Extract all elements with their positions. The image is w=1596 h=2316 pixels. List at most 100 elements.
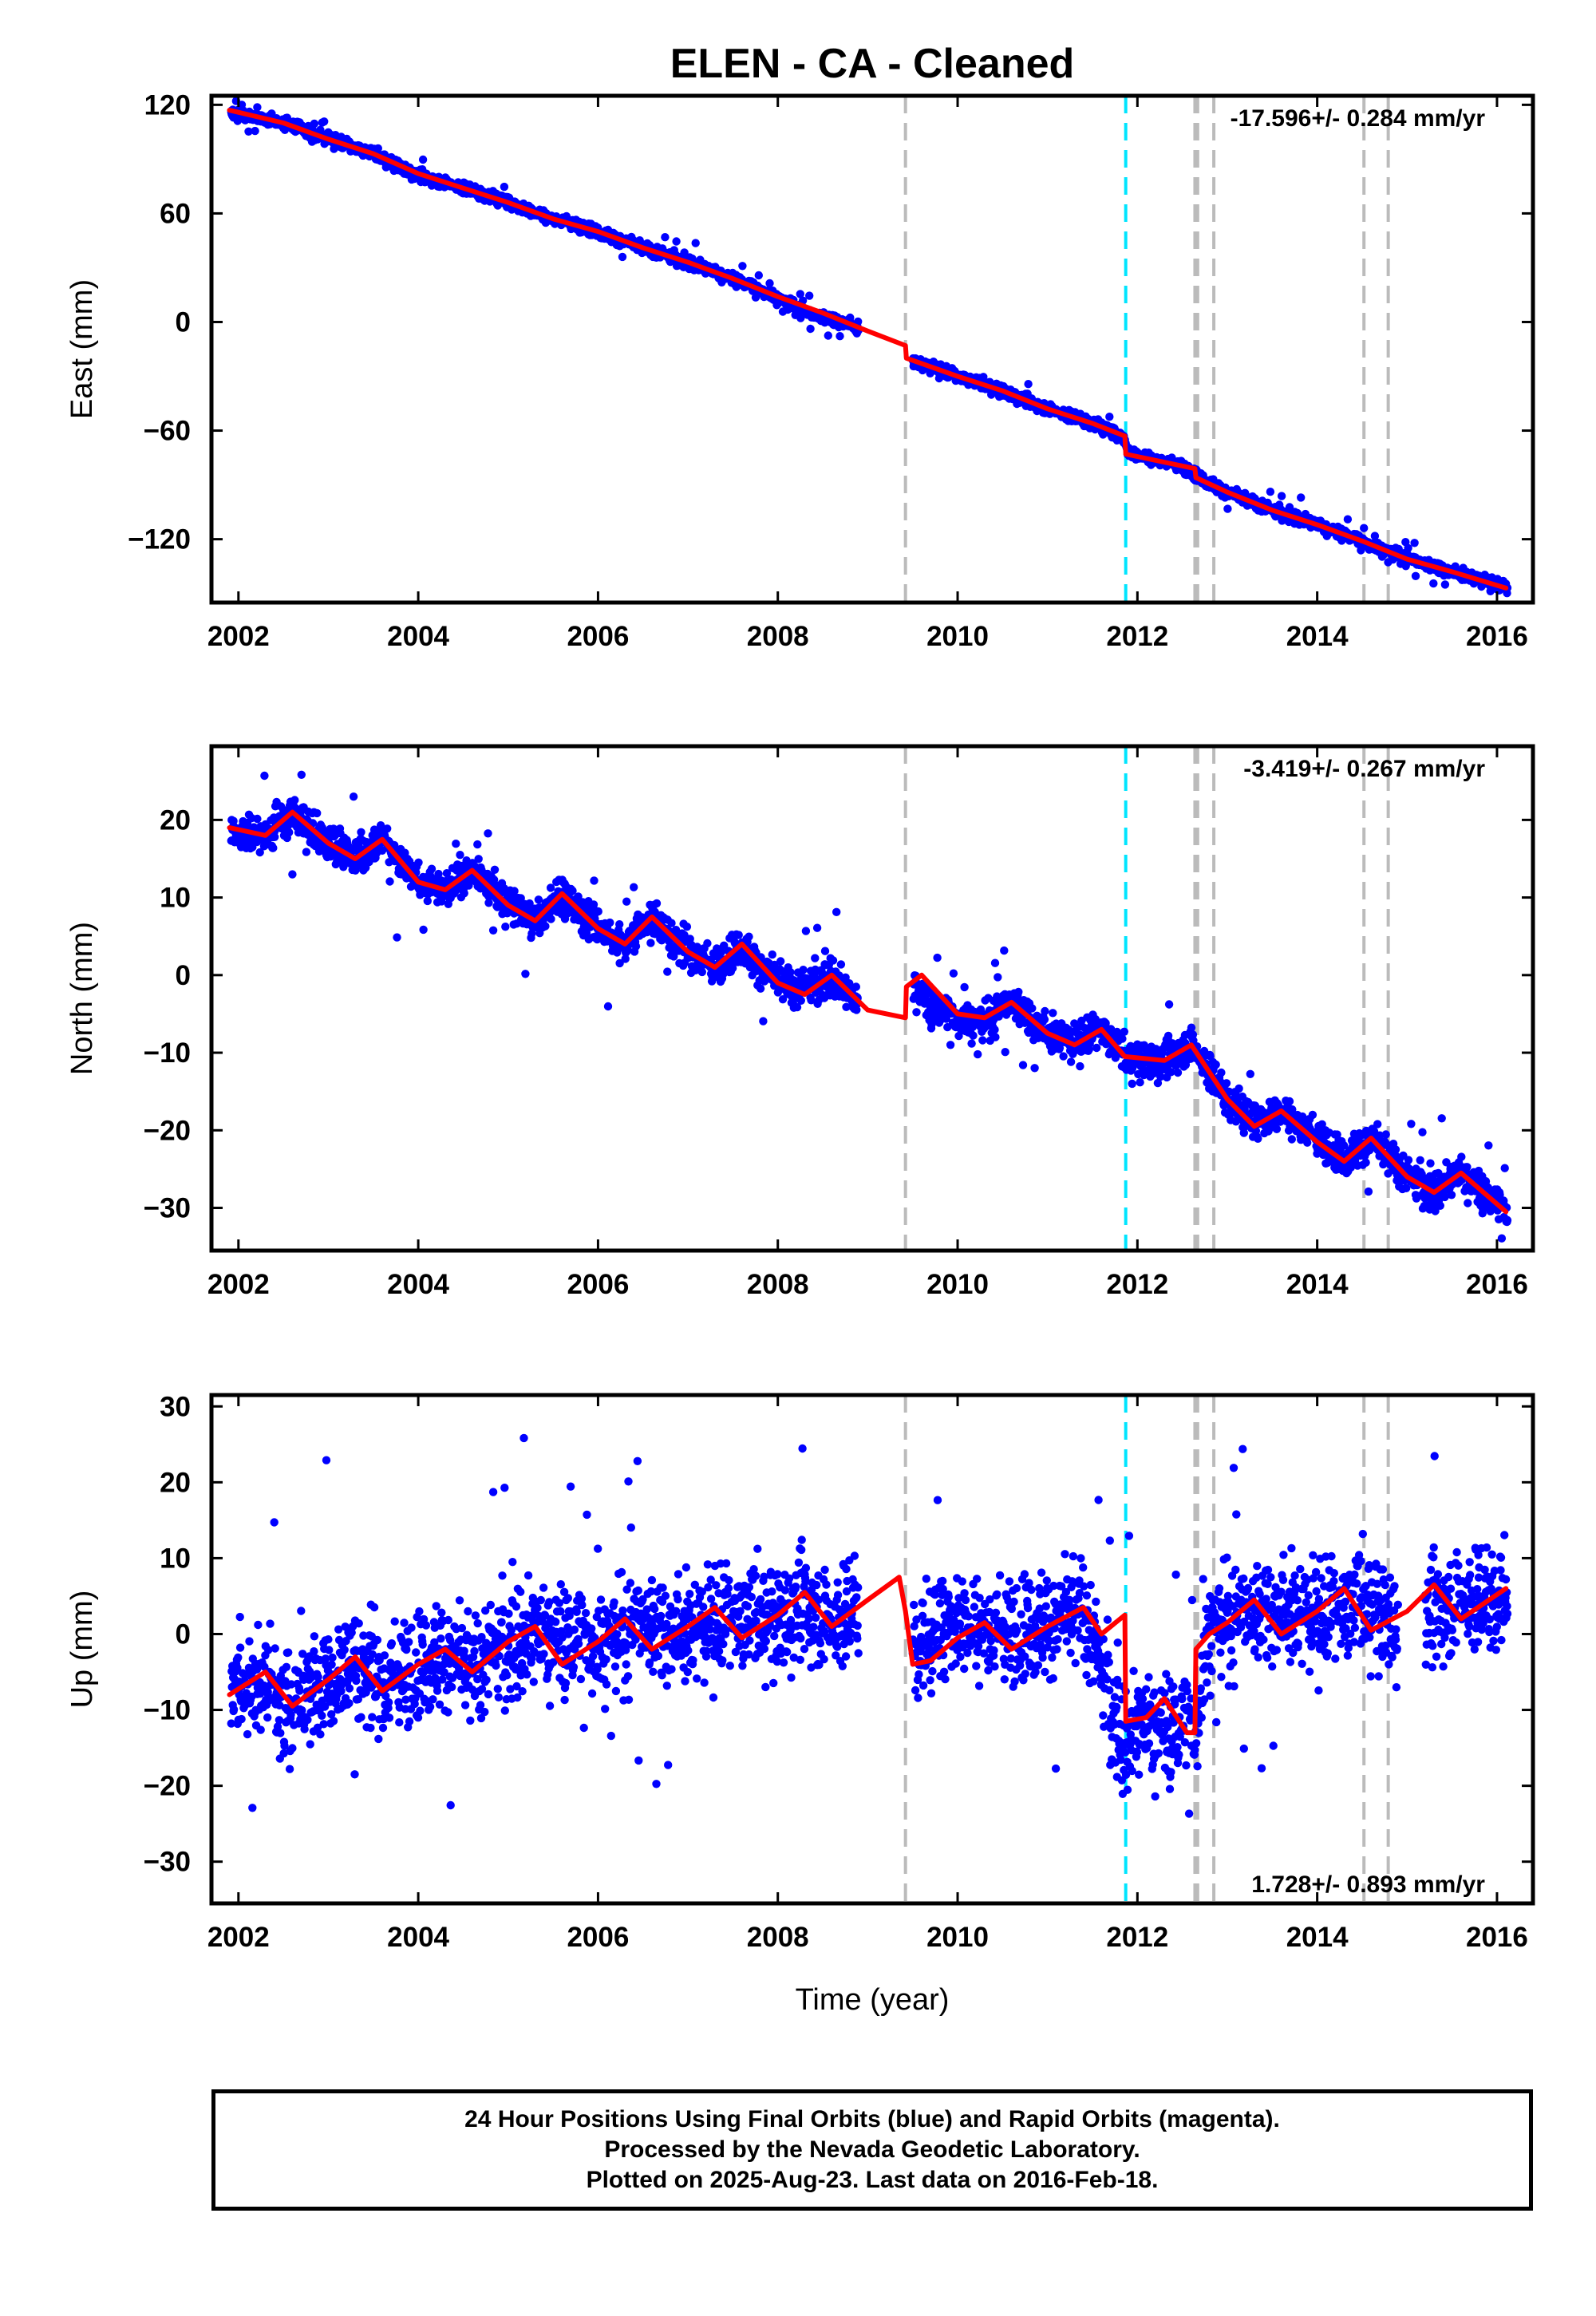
north-point-885 <box>606 918 614 927</box>
north-point-1265 <box>768 950 776 959</box>
north-point-1559 <box>949 969 958 978</box>
north-point-1833 <box>1066 1057 1076 1066</box>
east-point-2313 <box>1277 492 1286 500</box>
north-point-1035 <box>670 952 678 961</box>
north-point-2040 <box>1156 1072 1165 1081</box>
north-point-389 <box>393 933 401 942</box>
east-point-1456 <box>854 317 863 326</box>
figure-title: ELEN - CA - Cleaned <box>670 41 1075 87</box>
north-point-1955 <box>1120 1027 1129 1037</box>
north-point-613 <box>490 865 500 875</box>
north-point-1330 <box>796 996 805 1006</box>
north-point-940 <box>630 883 638 891</box>
north-point-718 <box>534 895 543 904</box>
north-point-178 <box>302 848 311 856</box>
east-panel: 2002 2004 2006 2008 2010 2012 2014 2016120600−6… <box>65 89 1535 652</box>
north-point-1243 <box>759 1017 768 1026</box>
north-point-599 <box>484 899 493 907</box>
north-point-688 <box>521 970 530 978</box>
north-point-1628 <box>978 1036 987 1045</box>
north-point-638 <box>501 923 510 931</box>
north-point-1855 <box>1076 1061 1084 1071</box>
north-plot-area <box>227 746 1512 1251</box>
north-point-1551 <box>946 1041 955 1049</box>
north-point-1770 <box>1040 1015 1049 1024</box>
north-point-469 <box>427 864 437 873</box>
east-point-1727 <box>1024 380 1033 389</box>
north-point-1746 <box>1030 1064 1039 1073</box>
north-point-542 <box>460 889 468 898</box>
north-point-372 <box>385 877 394 886</box>
north-point-1523 <box>933 953 942 962</box>
north-point-99 <box>269 844 278 852</box>
east-point-2468 <box>1343 515 1353 524</box>
east-point-1620 <box>979 373 988 381</box>
north-point-1417 <box>832 907 841 917</box>
east-xtick-label-2: 2006 <box>567 621 629 652</box>
north-point-907 <box>615 958 624 968</box>
north-point-1711 <box>1014 987 1023 997</box>
east-point-59 <box>251 126 259 136</box>
north-point-1951 <box>1118 1034 1127 1043</box>
north-point-571 <box>473 840 482 849</box>
east-point-1411 <box>836 332 844 341</box>
north-point-696 <box>525 899 534 908</box>
east-y-axis-label: East (mm) <box>65 279 99 419</box>
north-point-1678 <box>1000 946 1009 955</box>
east-point-1918 <box>1105 413 1114 421</box>
north-point-365 <box>383 824 392 833</box>
east-model-line <box>227 108 1509 591</box>
north-point-1666 <box>994 973 1002 982</box>
north-point-149 <box>290 796 299 804</box>
north-point-851 <box>590 876 598 885</box>
east-point-2530 <box>1370 532 1380 540</box>
north-point-1236 <box>756 984 765 993</box>
north-point-815 <box>574 892 583 901</box>
east-point-1343 <box>805 291 814 300</box>
north-point-1092 <box>693 943 701 951</box>
north-point-450 <box>419 925 428 935</box>
north-point-134 <box>285 828 294 837</box>
north-point-1363 <box>811 954 820 962</box>
east-xtick-label-7: 2016 <box>1466 621 1528 652</box>
east-point-2188 <box>1223 504 1232 513</box>
north-point-1368 <box>812 923 822 932</box>
north-point-1463 <box>851 982 861 991</box>
north-point-1659 <box>990 1026 999 1034</box>
east-point-192 <box>310 119 319 128</box>
north-point-1336 <box>799 966 808 974</box>
east-point-2362 <box>1297 493 1306 502</box>
north-point-609 <box>488 926 498 935</box>
north-point-906 <box>615 920 624 929</box>
north-point-676 <box>516 894 525 903</box>
east-point-1008 <box>661 233 670 242</box>
north-point-1585 <box>960 982 969 992</box>
north-point-920 <box>621 954 630 963</box>
north-point-166 <box>297 770 306 779</box>
north-point-1020 <box>663 967 672 976</box>
north-point-1895 <box>1092 1043 1101 1053</box>
north-point-1661 <box>991 1033 1000 1041</box>
east-ytick-label-2: 0 <box>176 306 191 338</box>
east-xtick-label-1: 2004 <box>387 621 449 652</box>
north-point-1408 <box>828 956 838 965</box>
north-point-1153 <box>720 941 729 951</box>
north-point-1991 <box>1136 1078 1144 1087</box>
east-ytick-label-0: 120 <box>144 89 191 121</box>
north-point-597 <box>484 829 492 838</box>
north-point-63 <box>253 814 262 824</box>
north-point-1283 <box>776 957 785 966</box>
east-point-2623 <box>1410 539 1419 547</box>
north-point-1740 <box>1028 1004 1037 1013</box>
east-point-2691 <box>1440 580 1450 589</box>
north-point-1602 <box>967 1039 976 1048</box>
north-point-2034 <box>1153 1078 1163 1088</box>
north-point-748 <box>546 883 555 892</box>
north-point-1771 <box>1041 1006 1049 1016</box>
north-point-803 <box>568 887 577 895</box>
east-xtick-label-5: 2012 <box>1106 621 1168 652</box>
north-panel: 2002 2004 2006 2008 2010 2012 2014 201620100−10… <box>65 744 1535 1300</box>
north-point-1115 <box>703 939 712 948</box>
north-point-997 <box>652 899 662 908</box>
east-point-2626 <box>1411 571 1420 580</box>
